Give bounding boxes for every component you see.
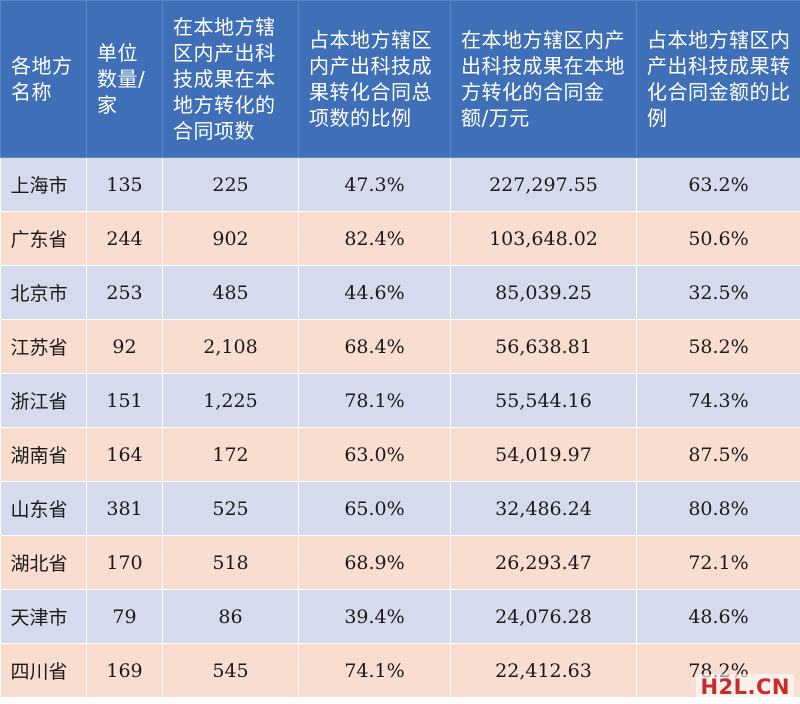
cell-region-name: 四川省 xyxy=(0,643,87,698)
cell-region-name: 北京市 xyxy=(0,265,87,320)
cell-unit-count: 244 xyxy=(86,211,163,266)
cell-amount-ratio: 32.5% xyxy=(636,265,800,320)
cell-contract-count: 1,225 xyxy=(162,373,299,428)
table-row: 江苏省 92 2,108 68.4% 56,638.81 58.2% xyxy=(0,319,800,374)
cell-count-ratio: 82.4% xyxy=(298,211,451,266)
table-row: 上海市 135 225 47.3% 227,297.55 63.2% xyxy=(0,157,800,212)
table-body: 上海市 135 225 47.3% 227,297.55 63.2% 广东省 244 902 82… xyxy=(0,157,800,698)
cell-contract-count: 902 xyxy=(162,211,299,266)
cell-amount-ratio: 87.5% xyxy=(636,427,800,482)
cell-region-name: 湖北省 xyxy=(0,535,87,590)
cell-contract-amount: 54,019.97 xyxy=(450,427,637,482)
header-contract-amount-ratio: 占本地方辖区内产出科技成果转化合同金额的比例 xyxy=(636,0,800,158)
header-contract-count-ratio: 占本地方辖区内产出科技成果转化合同总项数的比例 xyxy=(298,0,451,158)
cell-contract-count: 225 xyxy=(162,157,299,212)
cell-contract-amount: 22,412.63 xyxy=(450,643,637,698)
cell-count-ratio: 68.4% xyxy=(298,319,451,374)
header-unit-count: 单位数量/家 xyxy=(86,0,163,158)
cell-unit-count: 170 xyxy=(86,535,163,590)
cell-count-ratio: 68.9% xyxy=(298,535,451,590)
cell-unit-count: 151 xyxy=(86,373,163,428)
cell-region-name: 江苏省 xyxy=(0,319,87,374)
cell-contract-amount: 24,076.28 xyxy=(450,589,637,644)
cell-unit-count: 92 xyxy=(86,319,163,374)
header-local-contract-count: 在本地方辖区内产出科技成果在本地方转化的合同项数 xyxy=(162,0,299,158)
cell-count-ratio: 78.1% xyxy=(298,373,451,428)
table-row: 四川省 169 545 74.1% 22,412.63 78.2% xyxy=(0,643,800,698)
header-region-name: 各地方名称 xyxy=(0,0,87,158)
cell-amount-ratio: 50.6% xyxy=(636,211,800,266)
table-row: 广东省 244 902 82.4% 103,648.02 50.6% xyxy=(0,211,800,266)
site-watermark-logo: H2L.CN xyxy=(696,674,794,700)
cell-contract-amount: 56,638.81 xyxy=(450,319,637,374)
cell-count-ratio: 74.1% xyxy=(298,643,451,698)
cell-count-ratio: 47.3% xyxy=(298,157,451,212)
cell-unit-count: 79 xyxy=(86,589,163,644)
cell-unit-count: 164 xyxy=(86,427,163,482)
cell-region-name: 上海市 xyxy=(0,157,87,212)
cell-region-name: 山东省 xyxy=(0,481,87,536)
cell-amount-ratio: 74.3% xyxy=(636,373,800,428)
cell-region-name: 天津市 xyxy=(0,589,87,644)
table-row: 浙江省 151 1,225 78.1% 55,544.16 74.3% xyxy=(0,373,800,428)
cell-unit-count: 381 xyxy=(86,481,163,536)
cell-contract-count: 485 xyxy=(162,265,299,320)
table-row: 湖南省 164 172 63.0% 54,019.97 87.5% xyxy=(0,427,800,482)
cell-amount-ratio: 63.2% xyxy=(636,157,800,212)
table-row: 山东省 381 525 65.0% 32,486.24 80.8% xyxy=(0,481,800,536)
table-row: 天津市 79 86 39.4% 24,076.28 48.6% xyxy=(0,589,800,644)
cell-contract-count: 525 xyxy=(162,481,299,536)
cell-unit-count: 253 xyxy=(86,265,163,320)
cell-contract-count: 86 xyxy=(162,589,299,644)
header-local-contract-amount: 在本地方辖区内产出科技成果在本地方转化的合同金额/万元 xyxy=(450,0,637,158)
cell-unit-count: 169 xyxy=(86,643,163,698)
cell-region-name: 广东省 xyxy=(0,211,87,266)
cell-amount-ratio: 80.8% xyxy=(636,481,800,536)
cell-contract-amount: 85,039.25 xyxy=(450,265,637,320)
cell-contract-amount: 103,648.02 xyxy=(450,211,637,266)
cell-contract-amount: 26,293.47 xyxy=(450,535,637,590)
cell-contract-count: 545 xyxy=(162,643,299,698)
cell-contract-count: 172 xyxy=(162,427,299,482)
cell-contract-amount: 32,486.24 xyxy=(450,481,637,536)
cell-amount-ratio: 58.2% xyxy=(636,319,800,374)
table-header-row: 各地方名称 单位数量/家 在本地方辖区内产出科技成果在本地方转化的合同项数 占本… xyxy=(0,0,800,158)
cell-count-ratio: 65.0% xyxy=(298,481,451,536)
cell-contract-amount: 227,297.55 xyxy=(450,157,637,212)
cell-contract-amount: 55,544.16 xyxy=(450,373,637,428)
table-row: 北京市 253 485 44.6% 85,039.25 32.5% xyxy=(0,265,800,320)
cell-count-ratio: 63.0% xyxy=(298,427,451,482)
cell-region-name: 浙江省 xyxy=(0,373,87,428)
cell-unit-count: 135 xyxy=(86,157,163,212)
cell-region-name: 湖南省 xyxy=(0,427,87,482)
table-row: 湖北省 170 518 68.9% 26,293.47 72.1% xyxy=(0,535,800,590)
cell-count-ratio: 39.4% xyxy=(298,589,451,644)
cell-contract-count: 518 xyxy=(162,535,299,590)
cell-amount-ratio: 72.1% xyxy=(636,535,800,590)
cell-amount-ratio: 48.6% xyxy=(636,589,800,644)
cell-contract-count: 2,108 xyxy=(162,319,299,374)
cell-count-ratio: 44.6% xyxy=(298,265,451,320)
